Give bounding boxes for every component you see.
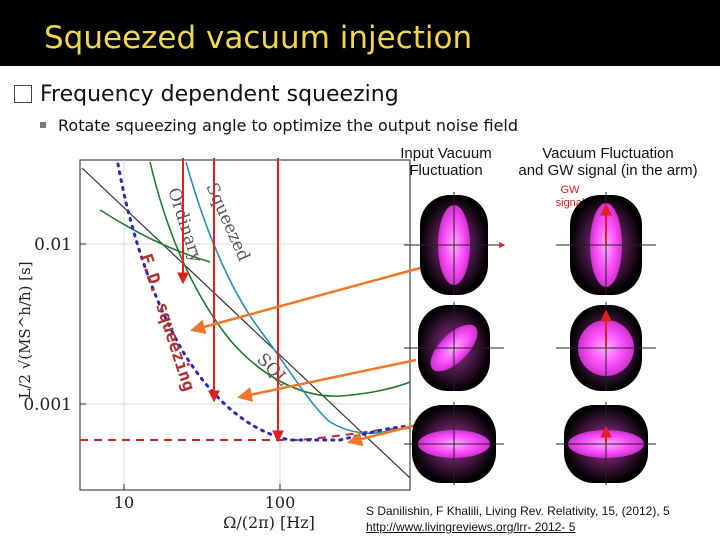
checkbox-bullet-icon xyxy=(14,85,32,103)
ordinary-curve xyxy=(149,161,410,397)
x-axis-label: Ω/(2π) [Hz] xyxy=(223,513,315,532)
arm-header-line1: Vacuum Fluctuation xyxy=(542,145,673,162)
squeezing-figure: 0.01 0.001 10 100 Ω/(2π) [Hz] L/2 √(MS^h… xyxy=(16,145,698,532)
input-header-line2: Fluctuation xyxy=(409,162,482,179)
axis-ticks xyxy=(80,243,281,490)
orange-arrow-2 xyxy=(237,358,417,402)
citation-link[interactable]: http://www.livingreviews.org/lrr- 2012- … xyxy=(366,520,576,534)
citation: S Danilishin, F Khalili, Living Rev. Rel… xyxy=(366,503,670,535)
y-axis-label: L/2 √(MS^h/ħ) [s] xyxy=(16,261,34,398)
orange-arrow-1 xyxy=(190,266,421,335)
title-bar: Squeezed vacuum injection xyxy=(0,0,720,66)
sql-curve xyxy=(81,167,410,479)
page-title: Squeezed vacuum injection xyxy=(44,20,473,56)
bullet-rotate-angle: Rotate squeezing angle to optimize the o… xyxy=(40,116,518,135)
plot-curves xyxy=(80,161,410,479)
ordinary-label: Ordinary xyxy=(163,185,206,265)
gw-label-line1: GW xyxy=(561,184,581,196)
arm-header-line2: and GW signal (in the arm) xyxy=(518,162,697,179)
y-tick-label-0: 0.01 xyxy=(34,235,72,255)
square-bullet-icon xyxy=(40,122,46,128)
x-tick-label-0: 10 xyxy=(114,493,134,512)
y-tick-label-1: 0.001 xyxy=(23,395,72,415)
red-frequency-arrows xyxy=(177,158,284,443)
plot-frame xyxy=(79,159,411,491)
orange-arrow-3 xyxy=(347,422,421,447)
bullet-text: Frequency dependent squeezing xyxy=(40,82,399,107)
squeezed-label: Squeezed xyxy=(201,180,253,265)
orange-mapping-arrows xyxy=(190,266,421,447)
sub-bullet-text: Rotate squeezing angle to optimize the o… xyxy=(58,116,519,135)
ordinary-lower-branch xyxy=(99,209,211,263)
input-header-line1: Input Vacuum xyxy=(400,145,491,162)
x-tick-label-1: 100 xyxy=(265,493,296,512)
bullet-frequency-dependent: Frequency dependent squeezing xyxy=(14,82,399,107)
citation-text: S Danilishin, F Khalili, Living Rev. Rel… xyxy=(366,504,670,518)
